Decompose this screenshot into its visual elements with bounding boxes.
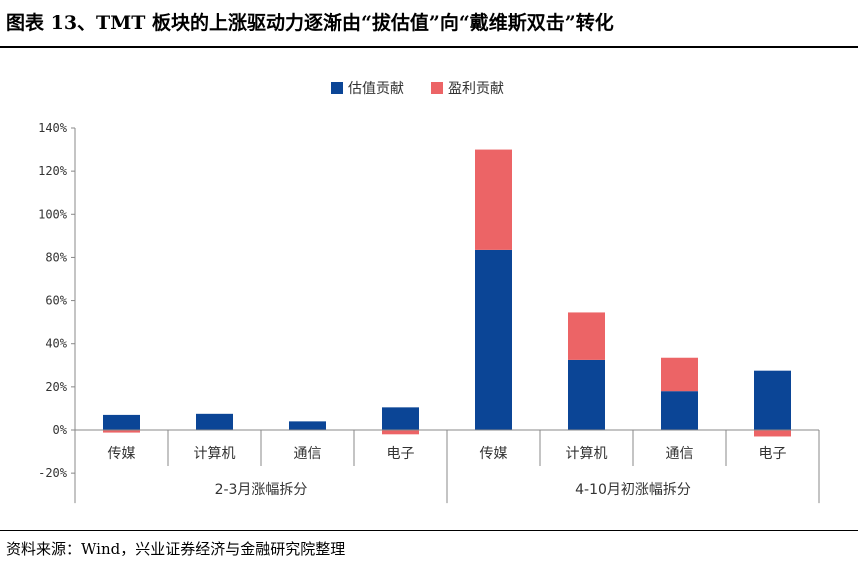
bar-valuation-6: [568, 359, 605, 430]
bar-earnings-1: [103, 430, 140, 433]
stacked-bar-chart: 估值贡献 盈利贡献 -20%0%20%40%60%80%100%120%140% …: [38, 81, 820, 504]
category-label: 电子: [387, 446, 415, 462]
bar-valuation-8: [754, 370, 791, 430]
group-label-2: 4-10月初涨幅拆分: [575, 481, 691, 498]
y-tick-label: 100%: [38, 207, 68, 221]
bar-valuation-2: [196, 413, 233, 430]
y-tick-label: 140%: [38, 121, 68, 135]
y-tick-label: 80%: [45, 250, 67, 264]
category-label: 通信: [666, 446, 694, 462]
bar-valuation-4: [382, 407, 419, 430]
category-label: 电子: [759, 446, 787, 462]
category-label: 传媒: [480, 446, 508, 462]
y-tick-label: 120%: [38, 164, 68, 178]
bar-earnings-4: [382, 430, 419, 435]
x-axis: 传媒 计算机 通信 电子 传媒 计算机 通信 电子 2-3月涨幅拆分 4-10月初涨幅拆分: [74, 429, 820, 504]
bar-earnings-8: [754, 430, 791, 437]
bar-valuation-7: [661, 391, 698, 430]
bar-valuation-1: [103, 414, 140, 430]
bar-earnings-5: [475, 149, 512, 250]
y-tick-label: 0%: [53, 423, 68, 437]
legend-label-2: 盈利贡献: [448, 81, 504, 97]
legend-swatch-1: [331, 82, 343, 94]
legend: 估值贡献 盈利贡献: [331, 81, 504, 97]
y-tick-label: 40%: [45, 337, 67, 351]
y-axis: -20% 0% 20% 40% 60% 80% 100% 120% 140%: [38, 121, 76, 480]
bars: [103, 149, 791, 437]
bar-valuation-3: [289, 421, 326, 430]
bar-valuation-5: [475, 249, 512, 430]
title-divider: [0, 46, 858, 48]
group-label-1: 2-3月涨幅拆分: [215, 482, 308, 498]
bar-earnings-6: [568, 312, 605, 360]
chart-title: 图表 13、TMT 板块的上涨驱动力逐渐由“拔估值”向“戴维斯双击”转化: [6, 12, 614, 34]
y-tick-label: 60%: [45, 294, 67, 308]
category-label: 传媒: [108, 446, 136, 462]
legend-label-1: 估值贡献: [348, 81, 404, 97]
category-label: 计算机: [566, 446, 608, 462]
source-divider: [0, 530, 858, 531]
category-label: 计算机: [194, 446, 236, 462]
legend-swatch-2: [431, 82, 443, 94]
category-label: 通信: [294, 446, 322, 462]
y-tick-label: 20%: [45, 380, 67, 394]
bar-earnings-7: [661, 357, 698, 392]
y-tick-label: -20%: [38, 466, 68, 480]
source-note: 资料来源：Wind，兴业证券经济与金融研究院整理: [6, 540, 346, 558]
